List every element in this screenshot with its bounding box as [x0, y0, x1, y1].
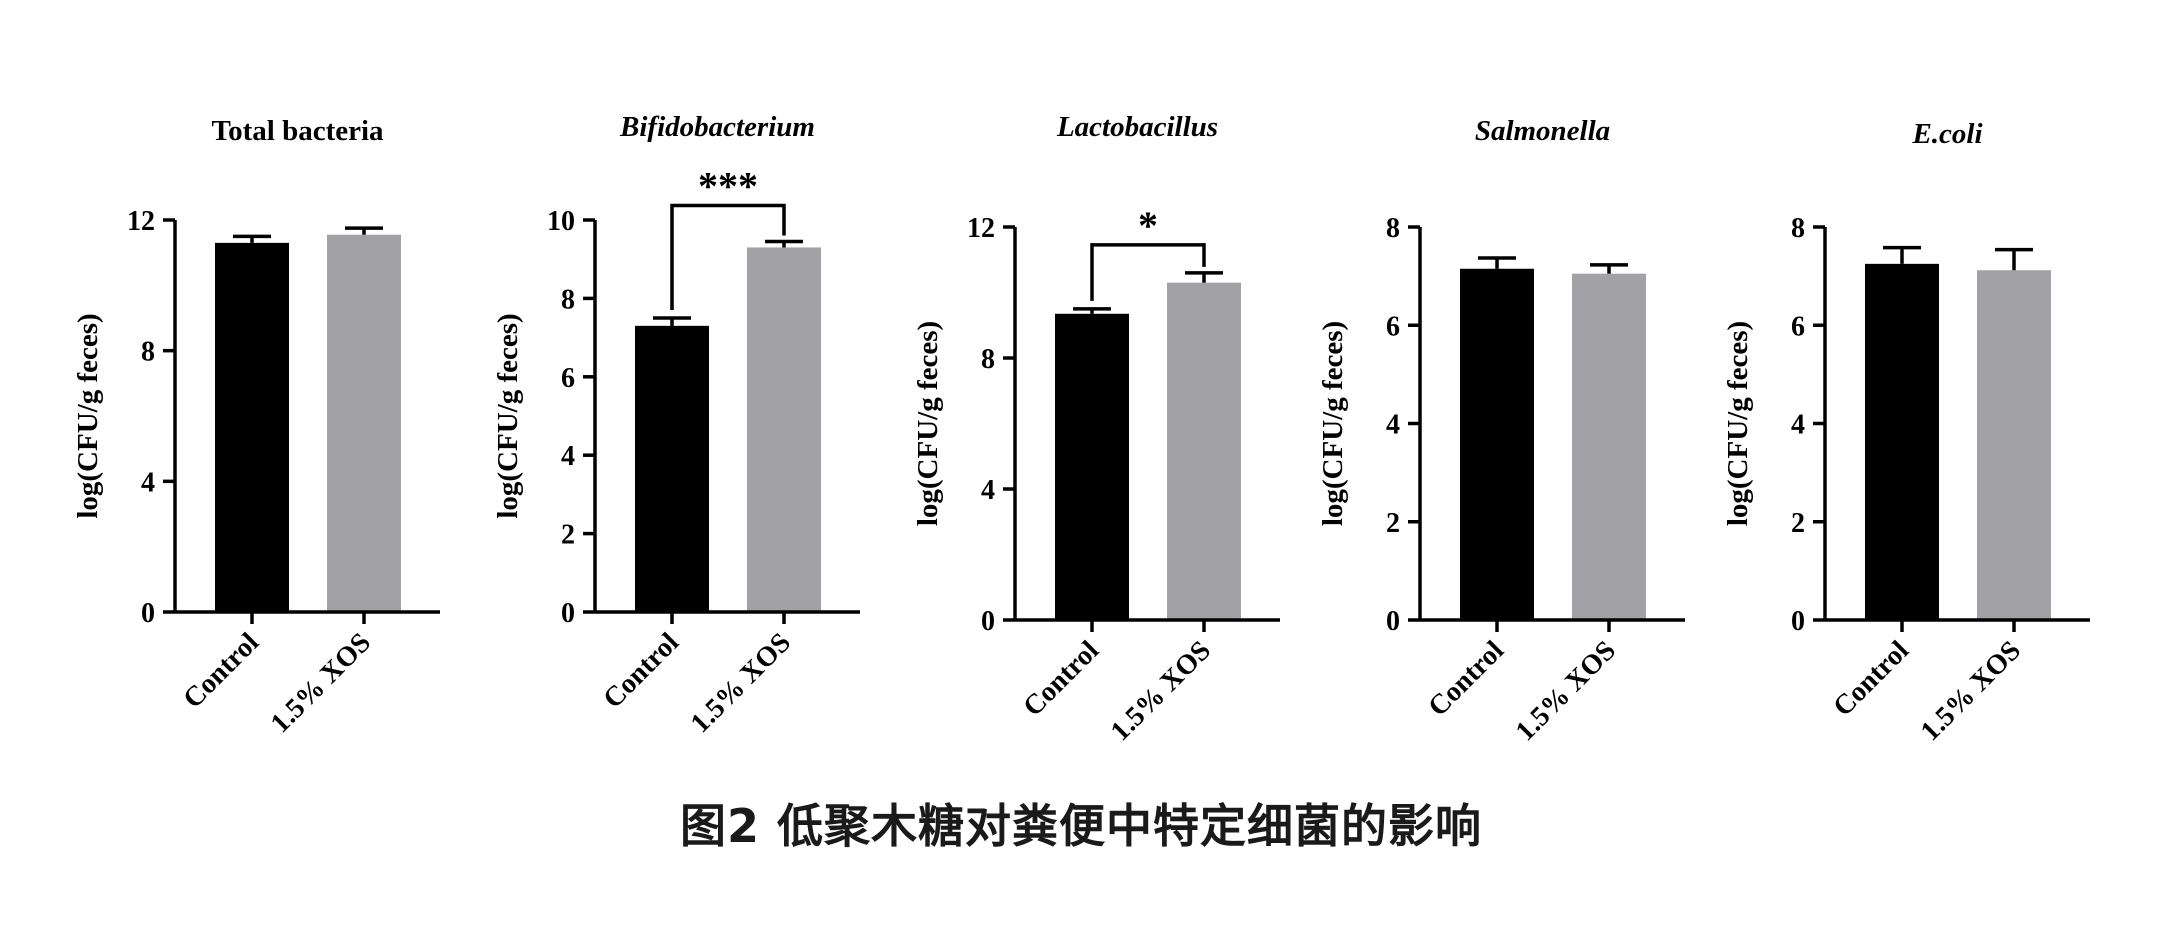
chart-panel-5: E.coli log(CFU/g feces) 0 2 4 6 8 Control 1.5% X…	[1722, 118, 2090, 747]
y-tick-label: 2	[1791, 508, 1805, 539]
y-tick-label: 12	[967, 213, 995, 244]
bar-control	[1055, 313, 1129, 620]
y-tick-label: 0	[1791, 606, 1805, 637]
x-tick-label: 1.5% XOS	[1915, 635, 2027, 747]
x-tick-label: 1.5% XOS	[265, 627, 377, 739]
bar-control	[215, 242, 289, 612]
x-tick-label: Control	[1422, 635, 1510, 723]
significance-label: *	[1138, 203, 1158, 248]
x-tick-label: 1.5% XOS	[1510, 635, 1622, 747]
y-axis-label: log(CFU/g feces)	[1317, 321, 1349, 526]
y-tick-label: 4	[561, 441, 575, 472]
y-tick-label: 6	[561, 363, 575, 394]
y-tick-label: 8	[141, 337, 155, 368]
figure-caption: 图2 低聚木糖对粪便中特定细菌的影响	[679, 799, 1483, 853]
chart-title: E.coli	[1911, 118, 1982, 150]
y-tick-label: 12	[127, 206, 155, 237]
bar-control	[1460, 268, 1534, 620]
chart-panel-1: Total bacteria log(CFU/g feces) 0 4 8 12 Contr…	[72, 115, 440, 739]
bar-control	[1865, 263, 1939, 620]
y-tick-label: 8	[1791, 213, 1805, 244]
x-tick-label: 1.5% XOS	[1105, 635, 1217, 747]
bar-xos	[327, 234, 401, 612]
chart-panel-4: Salmonella log(CFU/g feces) 0 2 4 6 8 Control 1.…	[1317, 115, 1685, 747]
chart-title: Bifidobacterium	[619, 111, 815, 143]
y-tick-label: 4	[1386, 410, 1400, 441]
bar-control	[635, 325, 709, 612]
x-tick-label: Control	[177, 627, 265, 715]
bar-xos	[1167, 282, 1241, 620]
y-tick-label: 8	[561, 284, 575, 315]
y-tick-label: 0	[1386, 606, 1400, 637]
y-tick-label: 4	[1791, 410, 1805, 441]
significance-bracket	[1090, 243, 1206, 301]
y-tick-label: 4	[981, 475, 995, 506]
y-axis-label: log(CFU/g feces)	[72, 313, 104, 518]
x-tick-label: Control	[1017, 635, 1105, 723]
y-tick-label: 2	[1386, 508, 1400, 539]
chart-title: Total bacteria	[211, 115, 384, 147]
y-tick-label: 10	[547, 206, 575, 237]
x-tick-label: Control	[597, 627, 685, 715]
chart-panel-3: Lactobacillus log(CFU/g feces) 0 4 8 12 Contro…	[912, 111, 1280, 747]
bar-xos	[1572, 273, 1646, 620]
chart-panel-2: Bifidobacterium log(CFU/g feces) 0 2 4 6 8 10 Co…	[492, 111, 860, 739]
significance-label: ***	[698, 164, 758, 209]
chart-title: Lactobacillus	[1056, 111, 1218, 143]
significance-bracket	[670, 203, 786, 310]
y-tick-label: 0	[561, 598, 575, 629]
y-tick-label: 8	[1386, 213, 1400, 244]
bar-xos	[747, 247, 821, 612]
y-tick-label: 4	[141, 467, 155, 498]
x-tick-label: 1.5% XOS	[685, 627, 797, 739]
x-tick-label: Control	[1827, 635, 1915, 723]
y-axis-label: log(CFU/g feces)	[492, 313, 524, 518]
y-tick-label: 8	[981, 344, 995, 375]
y-tick-label: 6	[1791, 311, 1805, 342]
y-tick-label: 0	[981, 606, 995, 637]
y-tick-label: 0	[141, 598, 155, 629]
y-axis-label: log(CFU/g feces)	[1722, 321, 1754, 526]
y-tick-label: 6	[1386, 311, 1400, 342]
bar-xos	[1977, 270, 2051, 620]
chart-title: Salmonella	[1475, 115, 1610, 147]
y-axis-label: log(CFU/g feces)	[912, 321, 944, 526]
y-tick-label: 2	[561, 520, 575, 551]
